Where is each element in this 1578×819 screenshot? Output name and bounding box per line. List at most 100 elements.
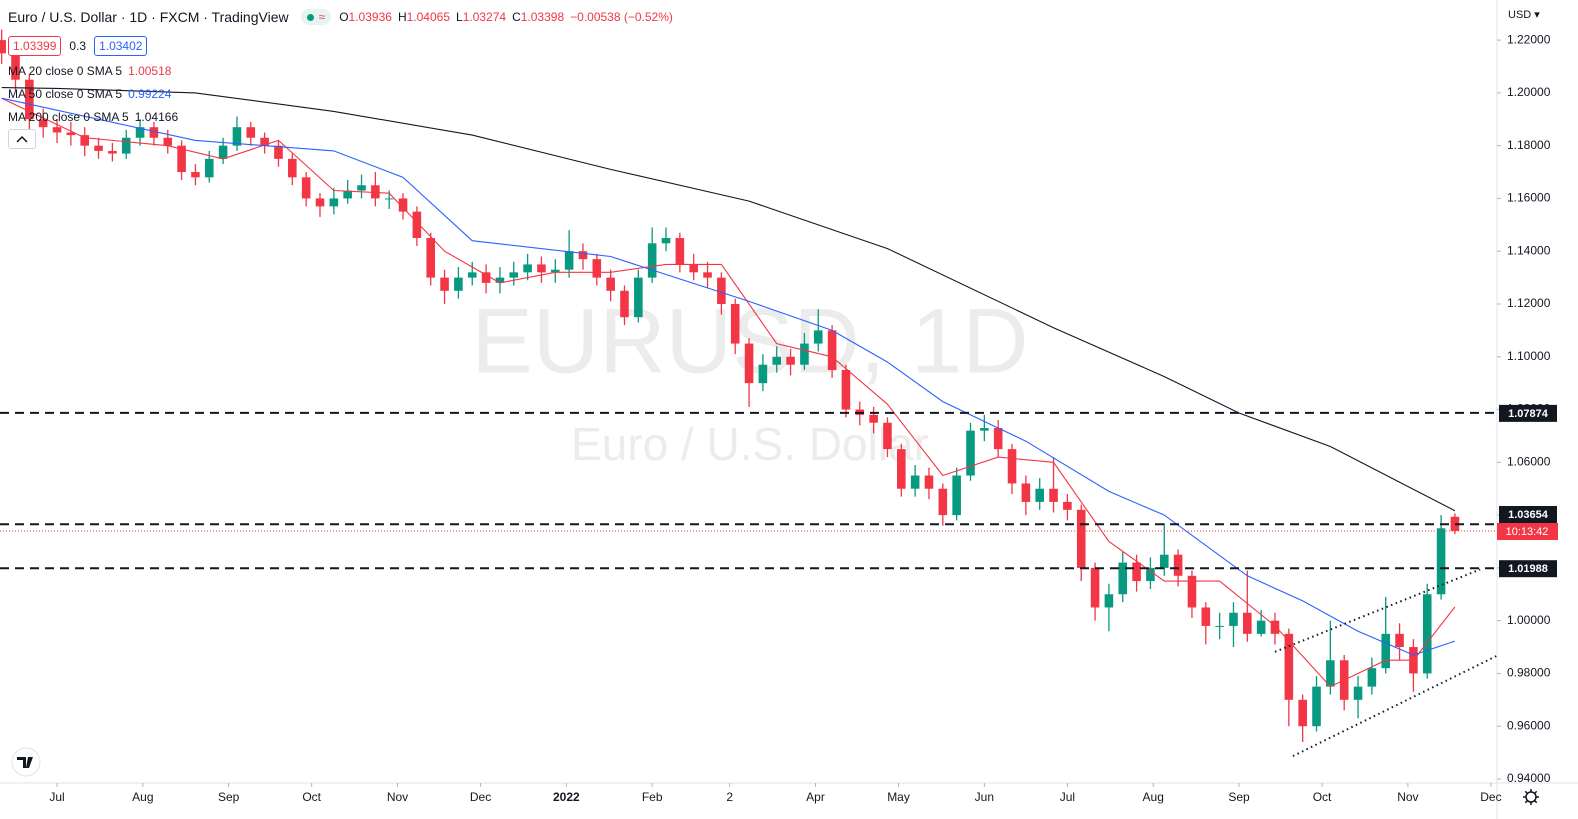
ohlc-key: H: [397, 10, 407, 24]
candle-body: [1035, 488, 1044, 502]
candle-body: [1187, 575, 1197, 608]
candle-body: [204, 158, 214, 178]
candle-body: [1063, 501, 1072, 510]
candle-body: [1326, 660, 1335, 687]
candle-body: [288, 158, 297, 178]
y-tick-label: 1.22000: [1507, 32, 1551, 46]
candle-body: [744, 343, 754, 384]
candle-body: [1104, 594, 1114, 608]
y-tick-label: 1.16000: [1507, 191, 1551, 205]
candle-body: [564, 251, 574, 270]
candle-body: [993, 428, 1003, 450]
candle-body: [717, 277, 726, 304]
candle-body: [772, 356, 782, 365]
x-tick-label: Jul: [49, 790, 64, 804]
candle-body: [1312, 686, 1321, 727]
spread: 0.3: [69, 39, 87, 53]
x-tick-label: Jun: [975, 790, 994, 804]
level-label: 1.07874: [1508, 408, 1549, 420]
y-tick-label: 1.14000: [1507, 243, 1551, 257]
candle-body: [315, 198, 325, 207]
candle-body: [537, 264, 546, 273]
collapse-legend[interactable]: [8, 129, 36, 149]
candle-body: [841, 369, 851, 410]
x-tick-label: Sep: [218, 790, 240, 804]
tv-logo: [11, 747, 41, 777]
candle-body: [578, 251, 588, 260]
candle-body: [1298, 699, 1307, 727]
legend: 1.03399 0.3 1.03402 MA 20 close 0 SMA 5 1…: [8, 36, 178, 149]
ma-value: 1.00518: [128, 63, 172, 78]
y-tick-label: 0.94000: [1507, 771, 1551, 785]
candle-body: [177, 145, 186, 173]
candle-body: [827, 330, 837, 370]
candle-body: [1021, 483, 1031, 502]
symbol-title[interactable]: Euro / U.S. Dollar · 1D · FXCM · Trading…: [8, 9, 289, 25]
candle-body: [689, 264, 698, 273]
candle-body: [1395, 633, 1404, 648]
candle-body: [301, 177, 311, 199]
candle-body: [1450, 516, 1460, 531]
candle-body: [232, 127, 242, 146]
ma-value: 0.99224: [128, 86, 172, 101]
ma-name: MA 50 close 0 SMA 5: [8, 86, 123, 101]
candle-body: [897, 449, 906, 489]
candle-body: [786, 356, 795, 365]
candle-body: [1007, 449, 1017, 484]
ask[interactable]: 1.03402: [94, 36, 148, 56]
candle-body: [384, 198, 394, 200]
y-tick-label: 1.12000: [1507, 296, 1551, 310]
candle-body: [883, 422, 892, 450]
candle-body: [1367, 668, 1377, 687]
candle-body: [758, 364, 768, 384]
bid[interactable]: 1.03399: [8, 36, 62, 56]
candle-body: [108, 150, 117, 154]
candle-body: [800, 343, 809, 365]
candle-body: [980, 428, 989, 431]
x-tick-label: Dec: [470, 790, 491, 804]
candle-body: [703, 272, 712, 278]
ohlc-key: O: [339, 10, 349, 24]
moving-average: [1, 97, 1456, 656]
candle-body: [910, 475, 920, 489]
candle-body: [149, 127, 159, 138]
candle-body: [1284, 633, 1294, 700]
candle-body: [0, 40, 6, 54]
candle-body: [38, 119, 48, 128]
moving-average: [1, 97, 1456, 688]
currency-menu[interactable]: USD ▾: [1508, 9, 1540, 21]
candle-body: [1243, 612, 1252, 634]
candle-body: [1076, 509, 1086, 568]
settings-button[interactable]: [1523, 789, 1539, 805]
ma-name: MA 200 close 0 SMA 5: [8, 109, 129, 124]
candle-body: [1229, 612, 1238, 626]
candle-body: [1215, 625, 1224, 627]
candle-body: [592, 259, 602, 278]
candle-body: [495, 277, 505, 283]
ma-value: 1.04166: [134, 109, 179, 124]
trendline: [1292, 654, 1498, 757]
candle-body: [1159, 554, 1169, 568]
level-label-box: [1499, 505, 1557, 523]
y-tick-label: 1.18000: [1507, 138, 1551, 152]
y-tick-label: 1.20000: [1507, 85, 1551, 99]
candle-body: [966, 430, 975, 476]
currency[interactable]: USD: [1508, 9, 1532, 21]
candle-body: [343, 190, 352, 199]
y-tick-label: 0.98000: [1507, 666, 1551, 680]
candle-body: [675, 238, 685, 265]
x-tick-label: Sep: [1228, 790, 1250, 804]
y-tick-label: 0.96000: [1507, 718, 1551, 732]
x-tick-label: 2: [726, 790, 733, 804]
candle-body: [467, 272, 477, 278]
level-label-box: [1499, 404, 1557, 422]
x-tick-label: 2022: [553, 790, 580, 804]
candle-body: [620, 290, 629, 318]
header: Euro / U.S. Dollar · 1D · FXCM · Trading…: [8, 9, 673, 25]
market-status[interactable]: ≈: [300, 9, 332, 25]
ohlc-value: 1.03398: [520, 10, 565, 24]
y-tick-label: 1.00000: [1507, 613, 1551, 627]
x-tick-label: Aug: [1143, 790, 1164, 804]
